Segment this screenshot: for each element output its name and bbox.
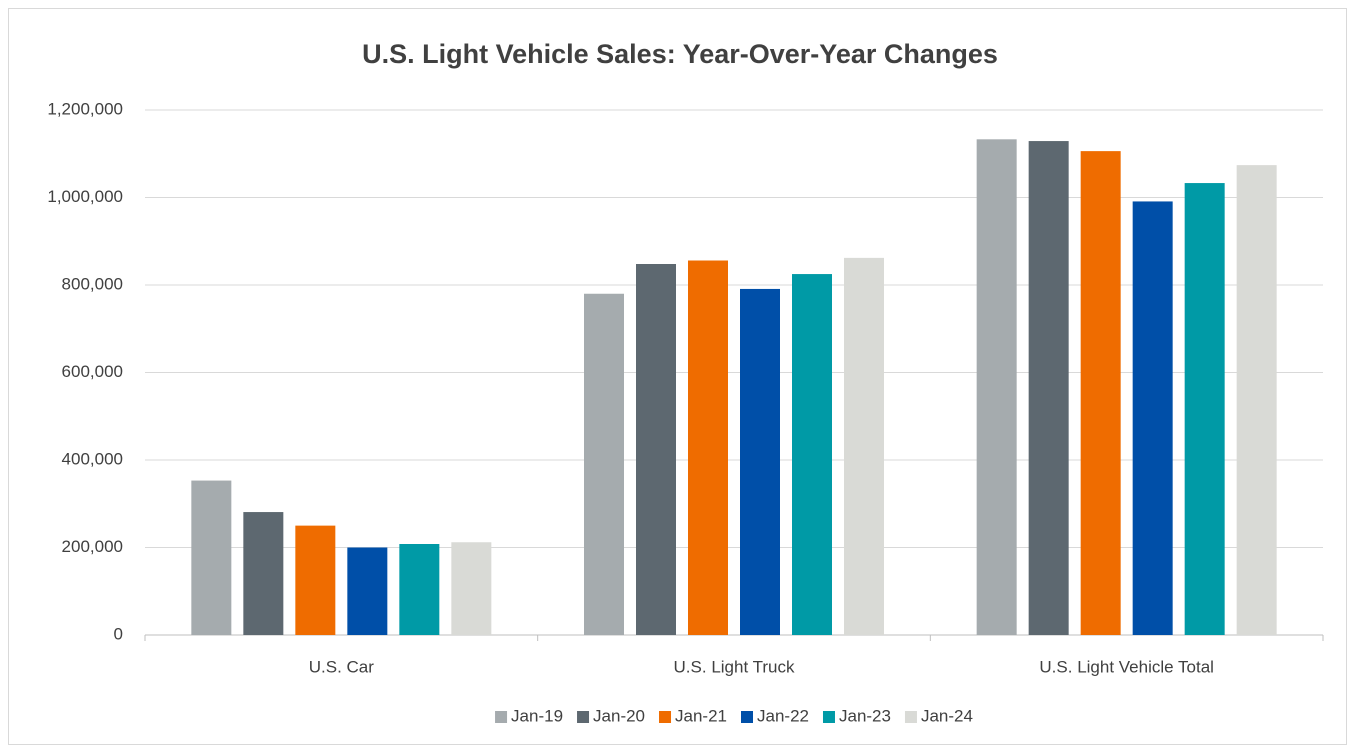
chart-title: U.S. Light Vehicle Sales: Year-Over-Year… [362,39,998,69]
bar [844,257,884,635]
bar [243,512,284,635]
bar [1028,141,1069,635]
legend-swatch [577,711,590,723]
bar [1236,165,1277,635]
legend-label: Jan-23 [839,706,891,725]
bar [1184,183,1225,635]
x-tick-label: U.S. Car [309,657,375,676]
bar [792,274,832,635]
bar [347,547,388,635]
legend-swatch [741,711,753,723]
legend-label: Jan-21 [675,706,727,725]
bar [1080,151,1121,635]
x-tick-label: U.S. Light Vehicle Total [1039,657,1214,676]
legend-swatch [659,711,672,723]
bar [976,139,1017,635]
bar [399,544,440,635]
legend-swatch [495,711,508,723]
bar [688,260,728,635]
x-tick-label: U.S. Light Truck [674,657,795,676]
y-tick-label: 1,200,000 [47,99,123,118]
chart-border [8,8,1347,745]
y-tick-label: 200,000 [62,537,123,556]
y-tick-label: 600,000 [62,362,123,381]
bar [295,525,336,635]
bar [451,542,492,635]
legend-label: Jan-24 [921,706,973,725]
bar [584,293,624,635]
bar [636,264,676,635]
y-tick-label: 0 [114,624,123,643]
legend-label: Jan-22 [757,706,809,725]
bar [740,288,780,635]
bar [1132,201,1173,635]
y-tick-label: 800,000 [62,274,123,293]
legend-swatch [904,711,917,723]
bar [191,480,232,635]
legend-label: Jan-20 [593,706,645,725]
legend-label: Jan-19 [511,706,563,725]
y-tick-label: 1,000,000 [47,187,123,206]
legend-swatch [822,711,835,723]
y-tick-label: 400,000 [62,449,123,468]
